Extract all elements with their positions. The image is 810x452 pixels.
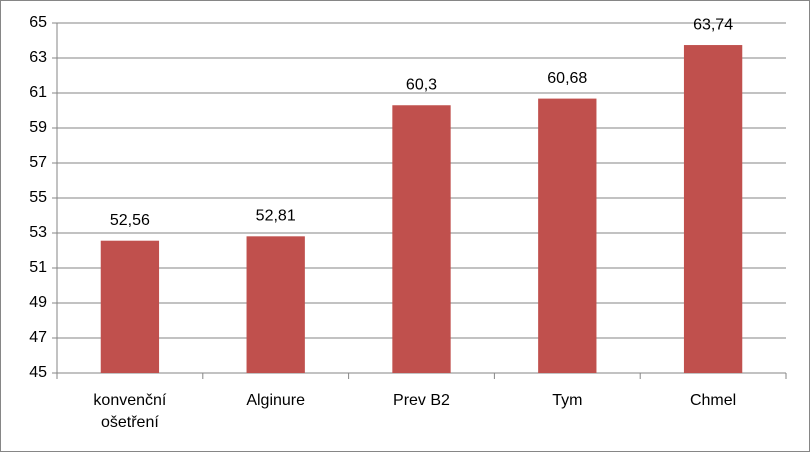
bar xyxy=(246,236,305,373)
y-tick-label: 53 xyxy=(29,224,47,241)
y-tick-label: 47 xyxy=(29,329,47,346)
y-tick-label: 45 xyxy=(29,364,47,381)
x-tick-label: Tym xyxy=(552,392,583,409)
value-label: 52,56 xyxy=(110,212,150,229)
bar xyxy=(538,98,597,373)
y-tick-label: 57 xyxy=(29,154,47,171)
value-label: 60,3 xyxy=(406,76,437,93)
y-tick-label: 49 xyxy=(29,294,47,311)
bar xyxy=(392,105,451,373)
y-tick-label: 51 xyxy=(29,259,47,276)
y-tick-label: 63 xyxy=(29,49,47,66)
y-tick-label: 55 xyxy=(29,189,47,206)
x-tick-label: Alginure xyxy=(246,392,306,409)
value-label: 63,74 xyxy=(693,16,733,33)
x-tick-label: Prev B2 xyxy=(393,392,450,409)
y-tick-label: 61 xyxy=(29,84,47,101)
value-label: 60,68 xyxy=(547,70,587,87)
y-tick-label: 65 xyxy=(29,14,47,31)
value-label: 52,81 xyxy=(256,208,296,225)
bar xyxy=(683,45,743,374)
y-tick-label: 59 xyxy=(29,119,47,136)
x-tick-label: konvenční ošetření xyxy=(93,392,167,431)
x-tick-label: Chmel xyxy=(689,392,737,409)
bar xyxy=(100,240,160,373)
